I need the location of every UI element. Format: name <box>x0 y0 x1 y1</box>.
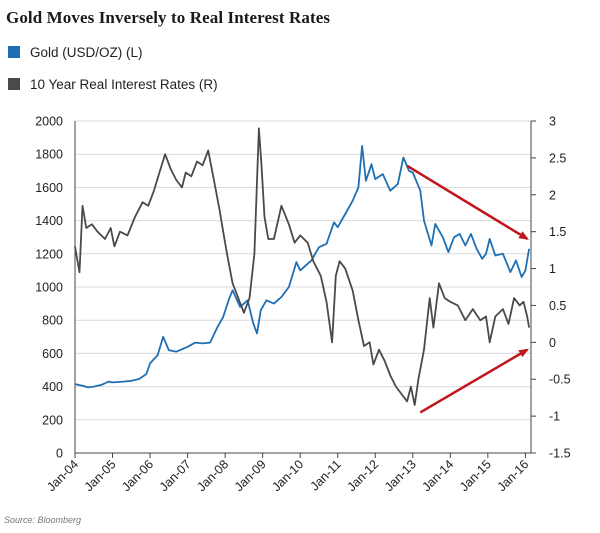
y-left-tick-label: 1400 <box>35 214 63 228</box>
y-right-tick-label: 0 <box>549 336 556 350</box>
y-left-tick-label: 200 <box>42 413 63 427</box>
annotation-arrow-up <box>419 348 529 414</box>
y-right-tick-label: 1.5 <box>549 225 566 239</box>
y-right-tick-label: 0.5 <box>549 299 566 313</box>
x-tick-label: Jan-07 <box>157 457 194 494</box>
legend-item-real-rates: 10 Year Real Interest Rates (R) <box>8 75 218 93</box>
source-note: Source: Bloomberg <box>4 515 82 525</box>
y-left-tick-label: 1200 <box>35 247 63 261</box>
y-left-tick-label: 0 <box>56 447 63 461</box>
chart-title: Gold Moves Inversely to Real Interest Ra… <box>6 8 331 27</box>
y-right-tick-label: 2.5 <box>549 151 566 165</box>
y-right-tick-label: -1.5 <box>549 447 571 461</box>
y-left-tick-label: 400 <box>42 380 63 394</box>
annotation-arrow-down <box>406 164 529 240</box>
y-right-tick-label: -1 <box>549 410 560 424</box>
legend-label-gold: Gold (USD/OZ) (L) <box>30 44 143 60</box>
x-tick-label: Jan-14 <box>419 457 456 494</box>
x-tick-label: Jan-16 <box>495 457 532 494</box>
legend-swatch-gold <box>8 46 20 58</box>
y-right-tick-label: -0.5 <box>549 373 571 387</box>
y-left-tick-label: 1800 <box>35 148 63 162</box>
x-tick-label: Jan-15 <box>457 457 494 494</box>
y-left-tick-label: 1000 <box>35 281 63 295</box>
x-tick-label: Jan-13 <box>382 457 419 494</box>
x-tick-label: Jan-08 <box>194 457 231 494</box>
legend-label-real-rates: 10 Year Real Interest Rates (R) <box>30 76 218 92</box>
y-left-tick-label: 800 <box>42 314 63 328</box>
y-left-tick-label: 600 <box>42 347 63 361</box>
y-right-tick-label: 3 <box>549 115 556 129</box>
y-right-tick-label: 1 <box>549 262 556 276</box>
legend-item-gold: Gold (USD/OZ) (L) <box>8 43 143 61</box>
x-tick-label: Jan-09 <box>232 457 269 494</box>
x-tick-label: Jan-12 <box>344 457 381 494</box>
x-tick-label: Jan-06 <box>119 457 156 494</box>
y-left-tick-label: 2000 <box>35 115 63 129</box>
series-line-real-rates <box>74 127 530 406</box>
y-right-tick-label: 2 <box>549 188 556 202</box>
legend-swatch-real-rates <box>8 78 20 90</box>
x-tick-label: Jan-10 <box>269 457 306 494</box>
series-line-gold <box>74 144 530 389</box>
x-tick-label: Jan-05 <box>82 457 119 494</box>
x-tick-label: Jan-04 <box>44 457 81 494</box>
y-left-tick-label: 1600 <box>35 181 63 195</box>
x-tick-label: Jan-11 <box>308 457 344 493</box>
